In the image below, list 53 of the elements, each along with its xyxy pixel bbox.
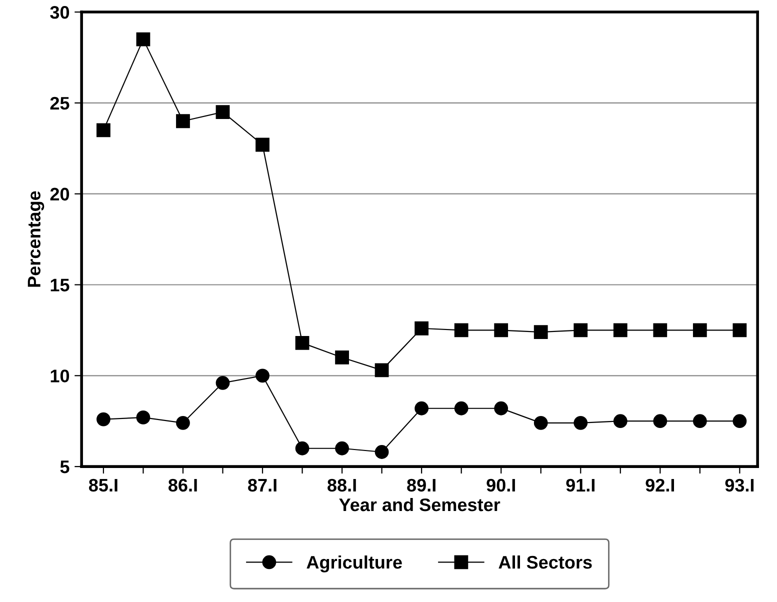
- x-tick-label: 85.I: [88, 478, 118, 492]
- point: [454, 323, 468, 338]
- y-tick-label: 25: [50, 96, 70, 110]
- point: [692, 323, 707, 338]
- point: [256, 138, 270, 152]
- point: [494, 401, 508, 416]
- legend-label: Agriculture: [306, 555, 402, 572]
- point: [692, 414, 707, 428]
- point: [96, 412, 110, 426]
- y-axis-title: Percentage: [28, 191, 44, 287]
- point: [732, 323, 747, 338]
- point: [295, 441, 310, 456]
- x-tick-label: 91.I: [566, 478, 594, 492]
- point: [414, 401, 429, 416]
- x-tick-label: 89.I: [407, 478, 436, 492]
- point: [613, 323, 628, 338]
- point: [653, 323, 668, 338]
- point: [574, 323, 588, 338]
- point: [374, 445, 389, 459]
- point: [335, 441, 349, 456]
- point: [256, 368, 270, 383]
- y-tick-label: 5: [60, 460, 70, 474]
- y-tick-label: 30: [50, 6, 70, 19]
- point: [732, 414, 747, 428]
- point: [96, 123, 110, 138]
- point: [534, 325, 548, 339]
- point: [454, 401, 468, 416]
- point: [176, 114, 190, 128]
- y-tick-label: 15: [50, 278, 70, 292]
- x-tick-label: 92.I: [646, 478, 674, 492]
- legend-label: All Sectors: [498, 555, 592, 569]
- point: [574, 416, 588, 430]
- x-tick-label: 90.I: [486, 478, 515, 492]
- point: [136, 410, 150, 424]
- point: [534, 416, 548, 430]
- point: [374, 363, 389, 378]
- point: [653, 414, 668, 428]
- x-tick-label: 86.I: [168, 478, 197, 492]
- x-axis-title: Year and Semester: [339, 498, 500, 512]
- point: [216, 376, 230, 390]
- point: [414, 321, 429, 336]
- point: [136, 32, 150, 46]
- point: [613, 414, 628, 428]
- point: [335, 350, 349, 364]
- x-tick-label: 87.I: [248, 478, 276, 492]
- point: [216, 105, 230, 119]
- x-tick-label: 88.I: [328, 478, 356, 492]
- y-tick-label: 10: [50, 370, 70, 382]
- y-tick-label: 20: [50, 188, 70, 201]
- point: [295, 336, 310, 350]
- point: [176, 416, 190, 430]
- point: [494, 323, 508, 338]
- x-tick-label: 93.I: [725, 478, 754, 492]
